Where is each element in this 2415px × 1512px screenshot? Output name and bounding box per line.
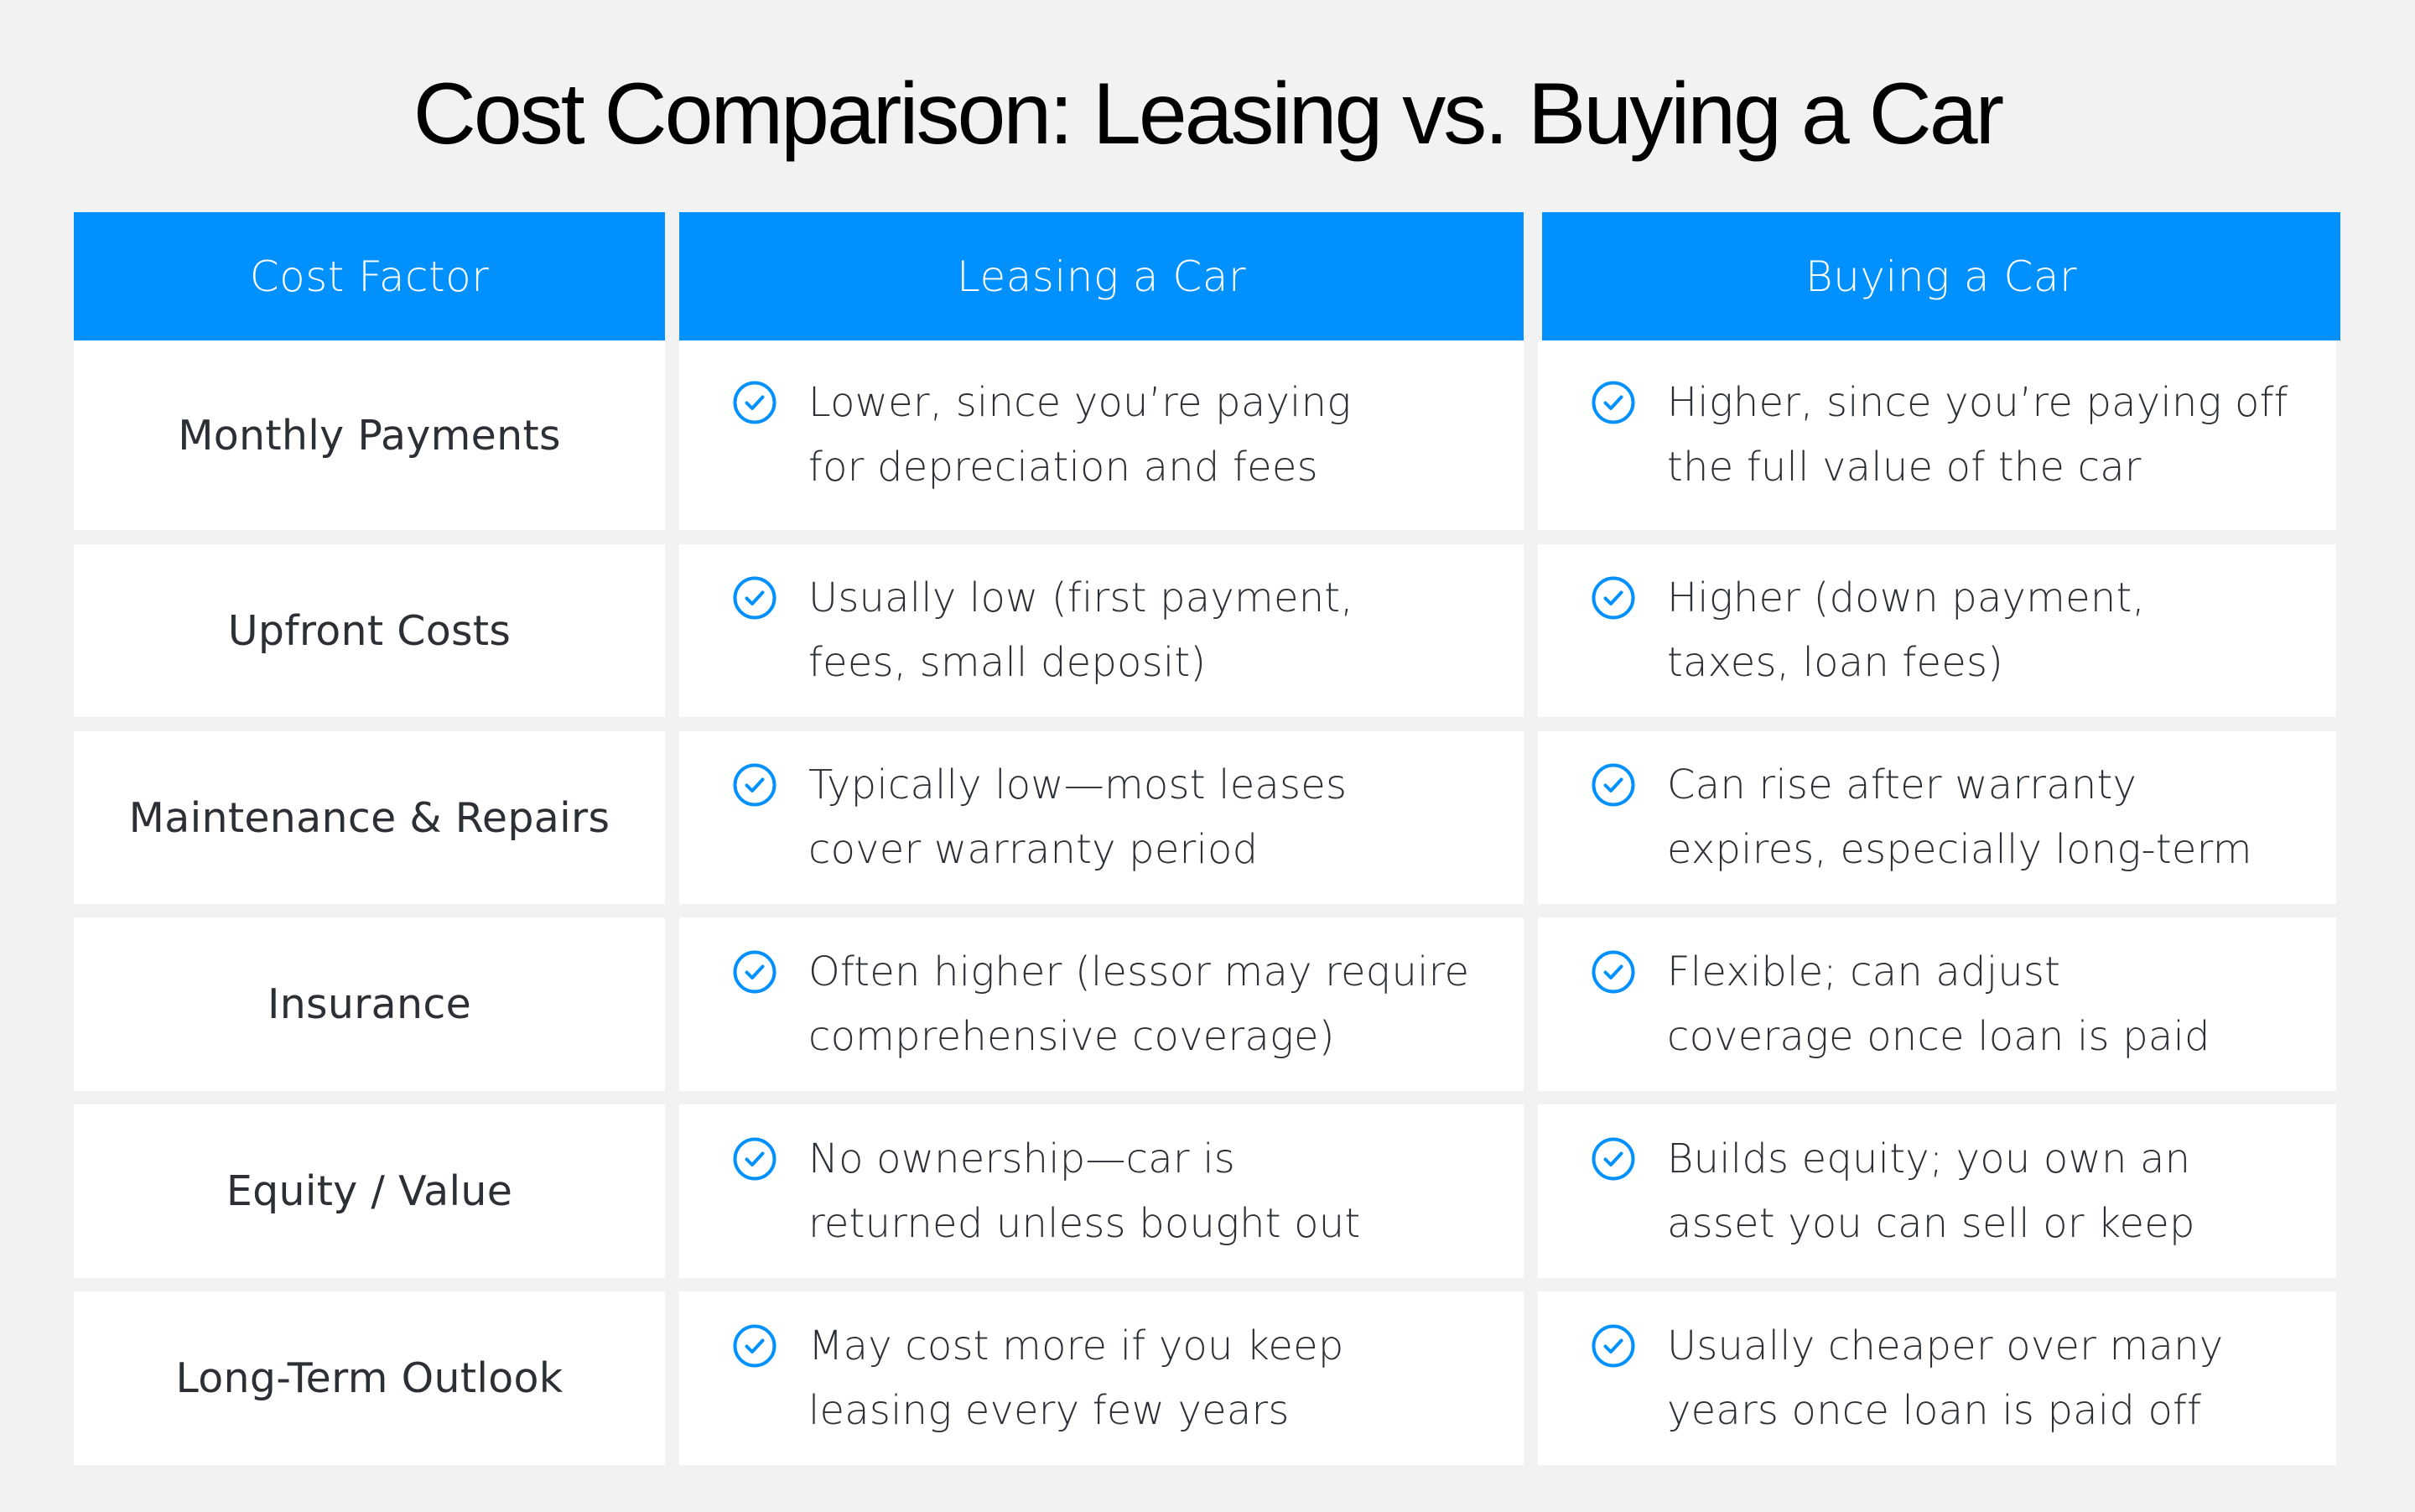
column-header-label: Cost Factor [249, 252, 490, 301]
check-circle-icon [1592, 950, 1635, 993]
buying-description: Flexible; can adjust coverage once loan i… [1667, 948, 2210, 1060]
row-maintenance-factor: Maintenance & Repairs [74, 731, 665, 904]
buying-description: Builds equity; you own an asset you can s… [1667, 1135, 2195, 1247]
check-circle-icon [1592, 1137, 1635, 1180]
leasing-description: Typically low—most leases cover warranty … [808, 761, 1348, 873]
cost-factor-label: Insurance [267, 980, 472, 1028]
cost-factor-label: Equity / Value [226, 1167, 513, 1215]
leasing-description: Often higher (lessor may require comprehe… [808, 948, 1470, 1060]
buying-description: Usually cheaper over many years once loan… [1667, 1322, 2224, 1434]
row-insurance-buying: Flexible; can adjust coverage once loan i… [1538, 917, 2336, 1091]
row-maintenance-buying: Can rise after warranty expires, especial… [1538, 731, 2336, 904]
row-upfront-costs-factor: Upfront Costs [74, 544, 665, 717]
buying-description: Higher, since you’re paying off the full … [1667, 379, 2288, 491]
check-circle-icon [1592, 381, 1635, 424]
check-circle-icon [1592, 763, 1635, 807]
check-circle-icon [733, 381, 776, 424]
column-header-label: Leasing a Car [956, 252, 1247, 301]
check-circle-icon [733, 950, 776, 993]
check-circle-icon [733, 1137, 776, 1180]
row-upfront-costs-leasing: Usually low (first payment, fees, small d… [679, 544, 1524, 717]
row-insurance-factor: Insurance [74, 917, 665, 1091]
leasing-description: Usually low (first payment, fees, small d… [808, 574, 1353, 686]
row-maintenance-leasing: Typically low—most leases cover warranty … [679, 731, 1524, 904]
buying-description: Can rise after warranty expires, especial… [1667, 761, 2252, 873]
row-insurance-leasing: Often higher (lessor may require comprehe… [679, 917, 1524, 1091]
cost-factor-label: Monthly Payments [178, 411, 561, 460]
check-circle-icon [733, 576, 776, 620]
row-upfront-costs-buying: Higher (down payment, taxes, loan fees) [1538, 544, 2336, 717]
cost-factor-label: Maintenance & Repairs [128, 793, 610, 842]
buying-description: Higher (down payment, taxes, loan fees) [1667, 574, 2145, 686]
column-header-label: Buying a Car [1805, 252, 2078, 301]
leasing-description: No ownership—car is returned unless bough… [808, 1135, 1361, 1247]
row-equity-factor: Equity / Value [74, 1104, 665, 1278]
check-circle-icon [733, 763, 776, 807]
row-monthly-payments-buying: Higher, since you’re paying off the full … [1538, 340, 2336, 530]
row-long-term-leasing: May cost more if you keep leasing every f… [679, 1291, 1524, 1465]
check-circle-icon [733, 1324, 776, 1367]
cost-factor-label: Upfront Costs [227, 606, 512, 655]
check-circle-icon [1592, 576, 1635, 620]
row-long-term-buying: Usually cheaper over many years once loan… [1538, 1291, 2336, 1465]
row-long-term-factor: Long-Term Outlook [74, 1291, 665, 1465]
row-equity-leasing: No ownership—car is returned unless bough… [679, 1104, 1524, 1278]
column-header-leasing: Leasing a Car [679, 212, 1524, 340]
row-monthly-payments-factor: Monthly Payments [74, 340, 665, 530]
row-equity-buying: Builds equity; you own an asset you can s… [1538, 1104, 2336, 1278]
leasing-description: Lower, since you’re paying for depreciati… [808, 379, 1352, 491]
leasing-description: May cost more if you keep leasing every f… [808, 1322, 1344, 1434]
cost-factor-label: Long-Term Outlook [175, 1354, 564, 1402]
page-title: Cost Comparison: Leasing vs. Buying a Ca… [413, 65, 2004, 163]
column-header-buying: Buying a Car [1542, 212, 2340, 340]
column-header-cost-factor: Cost Factor [74, 212, 665, 340]
row-monthly-payments-leasing: Lower, since you’re paying for depreciati… [679, 340, 1524, 530]
check-circle-icon [1592, 1324, 1635, 1367]
